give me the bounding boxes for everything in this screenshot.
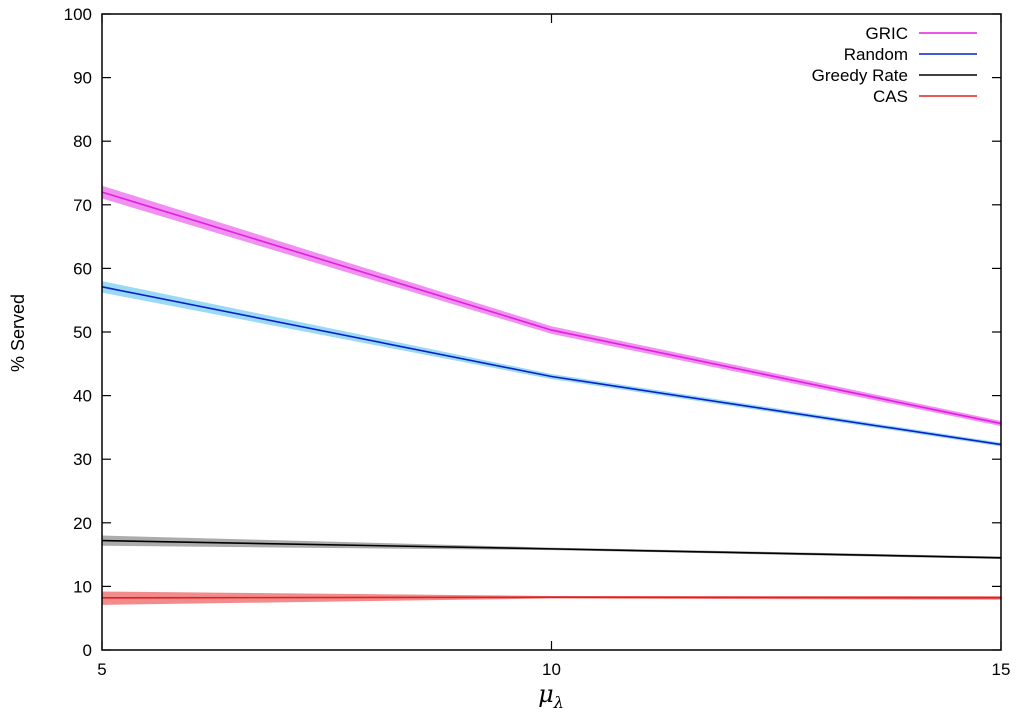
y-tick-label: 0 bbox=[83, 641, 92, 660]
legend-label-gric: GRIC bbox=[866, 24, 909, 43]
line-gric bbox=[101, 191, 1002, 425]
y-tick-label: 100 bbox=[64, 5, 92, 24]
y-tick-label: 30 bbox=[73, 450, 92, 469]
line-greedy-rate bbox=[101, 539, 1002, 559]
x-tick-label: 10 bbox=[542, 660, 561, 679]
x-axis-label: μλ bbox=[538, 680, 564, 712]
x-axis-label-subscript: λ bbox=[553, 693, 564, 712]
legend-label-random: Random bbox=[844, 45, 908, 64]
y-tick-label: 80 bbox=[73, 132, 92, 151]
x-tick-label: 15 bbox=[992, 660, 1011, 679]
legend-label-greedy-rate: Greedy Rate bbox=[812, 66, 908, 85]
axis-ticks: 0 10 20 30 40 50 60 70 80 90 100 5 10 15 bbox=[64, 5, 1011, 679]
y-tick-label: 40 bbox=[73, 387, 92, 406]
legend-label-cas: CAS bbox=[873, 87, 908, 106]
y-tick-label: 60 bbox=[73, 259, 92, 278]
line-cas bbox=[101, 596, 1002, 599]
y-tick-label: 90 bbox=[73, 69, 92, 88]
y-tick-label: 50 bbox=[73, 323, 92, 342]
band-random bbox=[102, 281, 1001, 447]
y-tick-label: 20 bbox=[73, 514, 92, 533]
series-lines bbox=[101, 191, 1002, 599]
y-tick-label: 10 bbox=[73, 577, 92, 596]
legend: GRIC Random Greedy Rate CAS bbox=[812, 24, 977, 106]
y-tick-label: 70 bbox=[73, 196, 92, 215]
line-random bbox=[101, 286, 1002, 446]
band-gric bbox=[102, 185, 1001, 427]
band-cas bbox=[102, 591, 1001, 605]
y-axis-label: % Served bbox=[8, 294, 28, 372]
x-tick-label: 5 bbox=[97, 660, 106, 679]
x-axis-label-main: μ bbox=[538, 680, 554, 708]
